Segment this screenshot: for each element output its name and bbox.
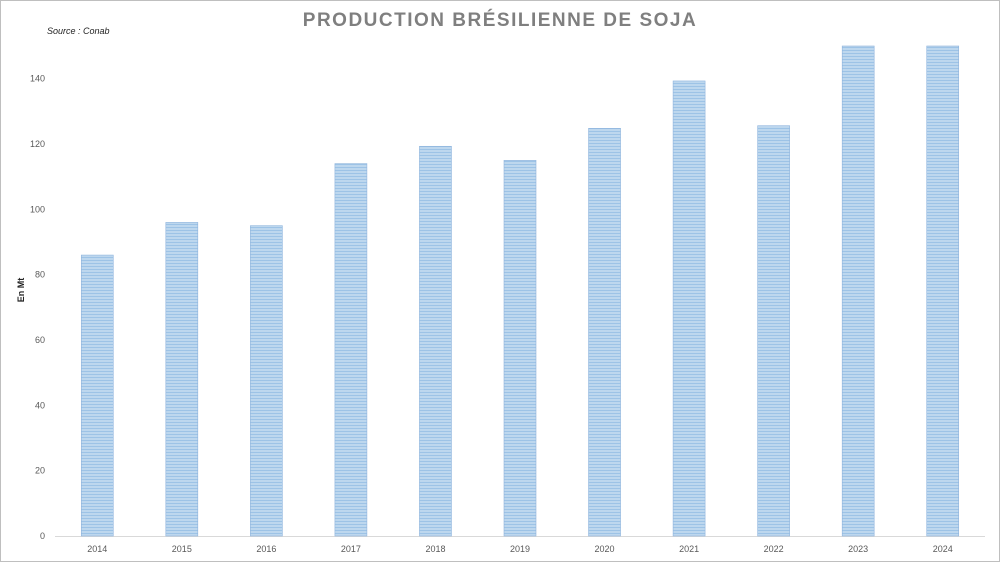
bar-2024 xyxy=(926,45,960,537)
bar-2019 xyxy=(503,160,537,537)
y-axis: 0 20 40 60 80 100 120 140 xyxy=(30,74,45,541)
chart-source: Source : Conab xyxy=(47,26,110,36)
y-tick-label: 120 xyxy=(30,139,45,149)
x-tick-label: 2019 xyxy=(510,544,530,554)
bar-2021 xyxy=(672,80,706,537)
x-axis: 2014 2015 2016 2017 2018 2019 2020 2021 2022 2023… xyxy=(55,536,985,554)
bar-2023 xyxy=(841,45,875,537)
x-tick-label: 2023 xyxy=(848,544,868,554)
bars xyxy=(80,45,960,537)
x-tick-label: 2021 xyxy=(679,544,699,554)
bar-2014 xyxy=(80,254,114,537)
y-tick-label: 100 xyxy=(30,204,45,214)
y-tick-label: 80 xyxy=(35,270,45,280)
y-tick-label: 40 xyxy=(35,400,45,410)
y-tick-label: 140 xyxy=(30,74,45,84)
x-tick-label: 2022 xyxy=(764,544,784,554)
y-tick-label: 20 xyxy=(35,466,45,476)
chart-title: PRODUCTION BRÉSILIENNE DE SOJA xyxy=(302,10,698,31)
y-tick-label: 0 xyxy=(40,531,45,541)
x-tick-label: 2018 xyxy=(425,544,445,554)
y-tick-label: 60 xyxy=(35,335,45,345)
y-axis-label: En Mt xyxy=(16,278,26,303)
bar-2018 xyxy=(419,145,452,537)
x-tick-label: 2017 xyxy=(341,544,361,554)
bar-2016 xyxy=(250,225,283,537)
x-tick-label: 2016 xyxy=(256,544,276,554)
x-tick-label: 2014 xyxy=(87,544,107,554)
x-tick-label: 2015 xyxy=(172,544,192,554)
bar-2017 xyxy=(334,163,368,537)
bar-2022 xyxy=(757,125,790,537)
bar-2015 xyxy=(165,222,199,537)
x-tick-label: 2020 xyxy=(595,544,615,554)
bar-2020 xyxy=(588,128,621,537)
x-tick-label: 2024 xyxy=(933,544,953,554)
